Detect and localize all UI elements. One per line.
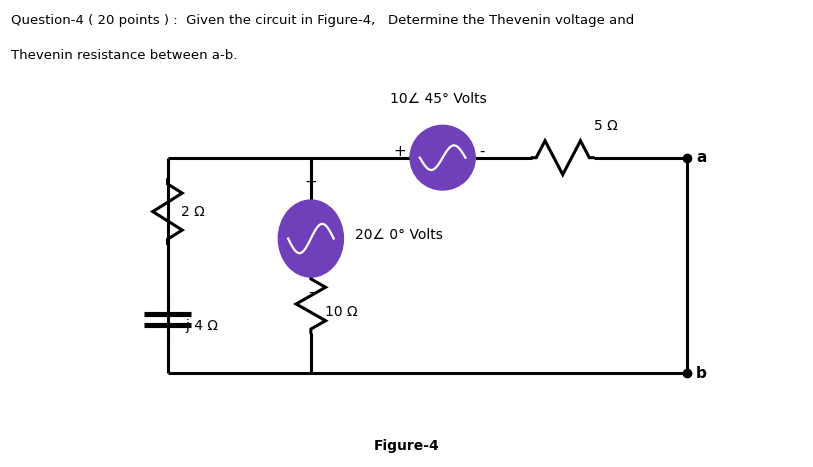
Ellipse shape [410, 125, 475, 190]
Text: 5 Ω: 5 Ω [593, 119, 617, 133]
Text: 20∠ 0° Volts: 20∠ 0° Volts [355, 228, 443, 242]
Text: 2 Ω: 2 Ω [181, 205, 205, 219]
Text: +: + [393, 144, 406, 159]
Text: -j 4 Ω: -j 4 Ω [181, 318, 219, 333]
Text: Figure-4: Figure-4 [374, 439, 439, 453]
Text: a: a [696, 150, 706, 165]
Text: Thevenin resistance between a-b.: Thevenin resistance between a-b. [11, 49, 237, 62]
Text: -: - [308, 285, 314, 300]
Text: -: - [479, 144, 485, 159]
Text: +: + [305, 175, 317, 190]
Text: 10∠ 45° Volts: 10∠ 45° Volts [390, 92, 487, 106]
Text: Question-4 ( 20 points ) :  Given the circuit in Figure-4,   Determine the Theve: Question-4 ( 20 points ) : Given the cir… [11, 14, 634, 27]
Ellipse shape [278, 200, 343, 277]
Text: 10 Ω: 10 Ω [325, 304, 358, 318]
Text: b: b [696, 366, 707, 381]
